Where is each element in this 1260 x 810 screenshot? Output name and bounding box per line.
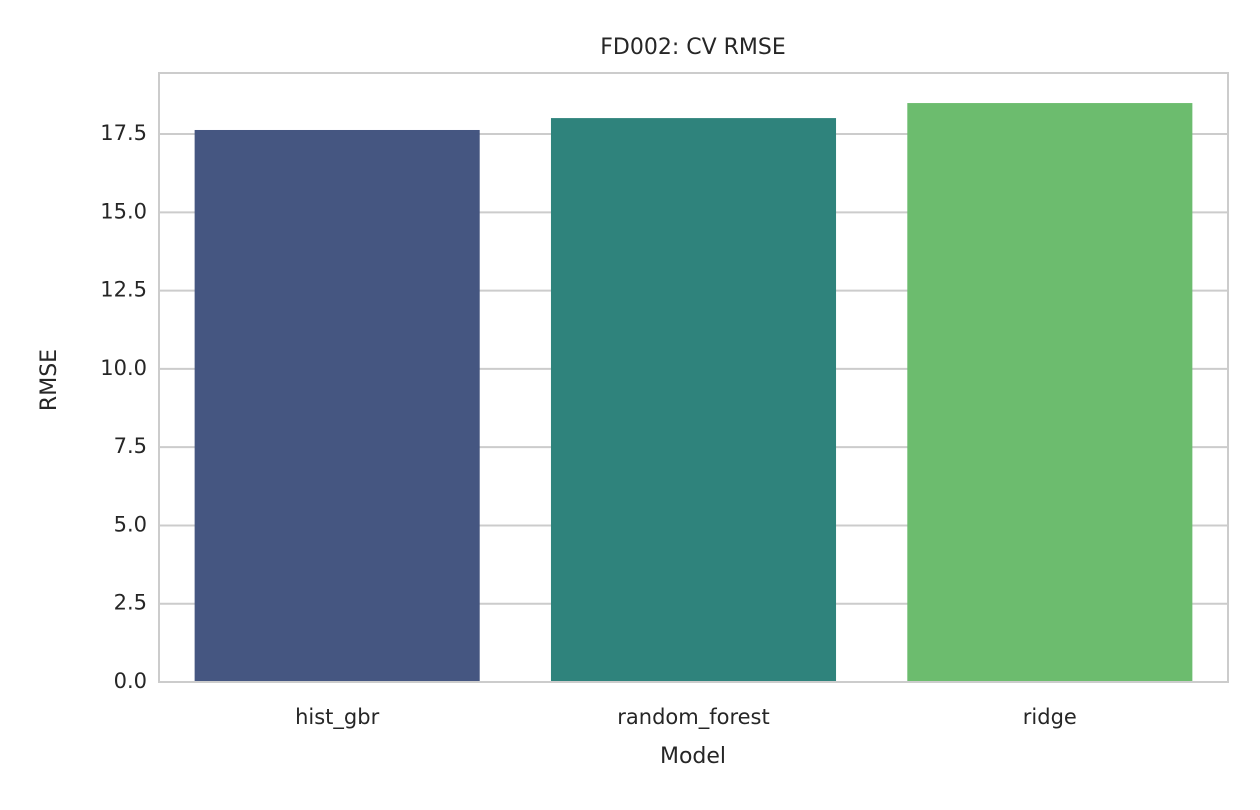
y-tick-label: 15.0 bbox=[100, 199, 147, 223]
y-tick-label: 2.5 bbox=[114, 591, 147, 615]
y-tick-label: 17.5 bbox=[100, 121, 147, 145]
bar bbox=[907, 103, 1193, 683]
bar bbox=[194, 129, 480, 683]
chart-title: FD002: CV RMSE bbox=[600, 35, 786, 60]
x-tick-label: ridge bbox=[1023, 705, 1077, 729]
y-tick-label: 0.0 bbox=[114, 669, 147, 693]
x-tick-label: random_forest bbox=[617, 705, 769, 730]
bar-layer bbox=[194, 103, 1193, 683]
y-axis-label: RMSE bbox=[37, 349, 62, 411]
bar bbox=[550, 118, 837, 683]
x-tick-label: hist_gbr bbox=[295, 705, 379, 730]
plot-frame bbox=[158, 72, 1229, 683]
x-axis-label: Model bbox=[660, 744, 726, 769]
y-tick-label: 7.5 bbox=[114, 434, 147, 458]
y-tick-label: 10.0 bbox=[100, 356, 147, 380]
y-tick-label: 5.0 bbox=[114, 512, 147, 536]
y-tick-label: 12.5 bbox=[100, 278, 147, 302]
